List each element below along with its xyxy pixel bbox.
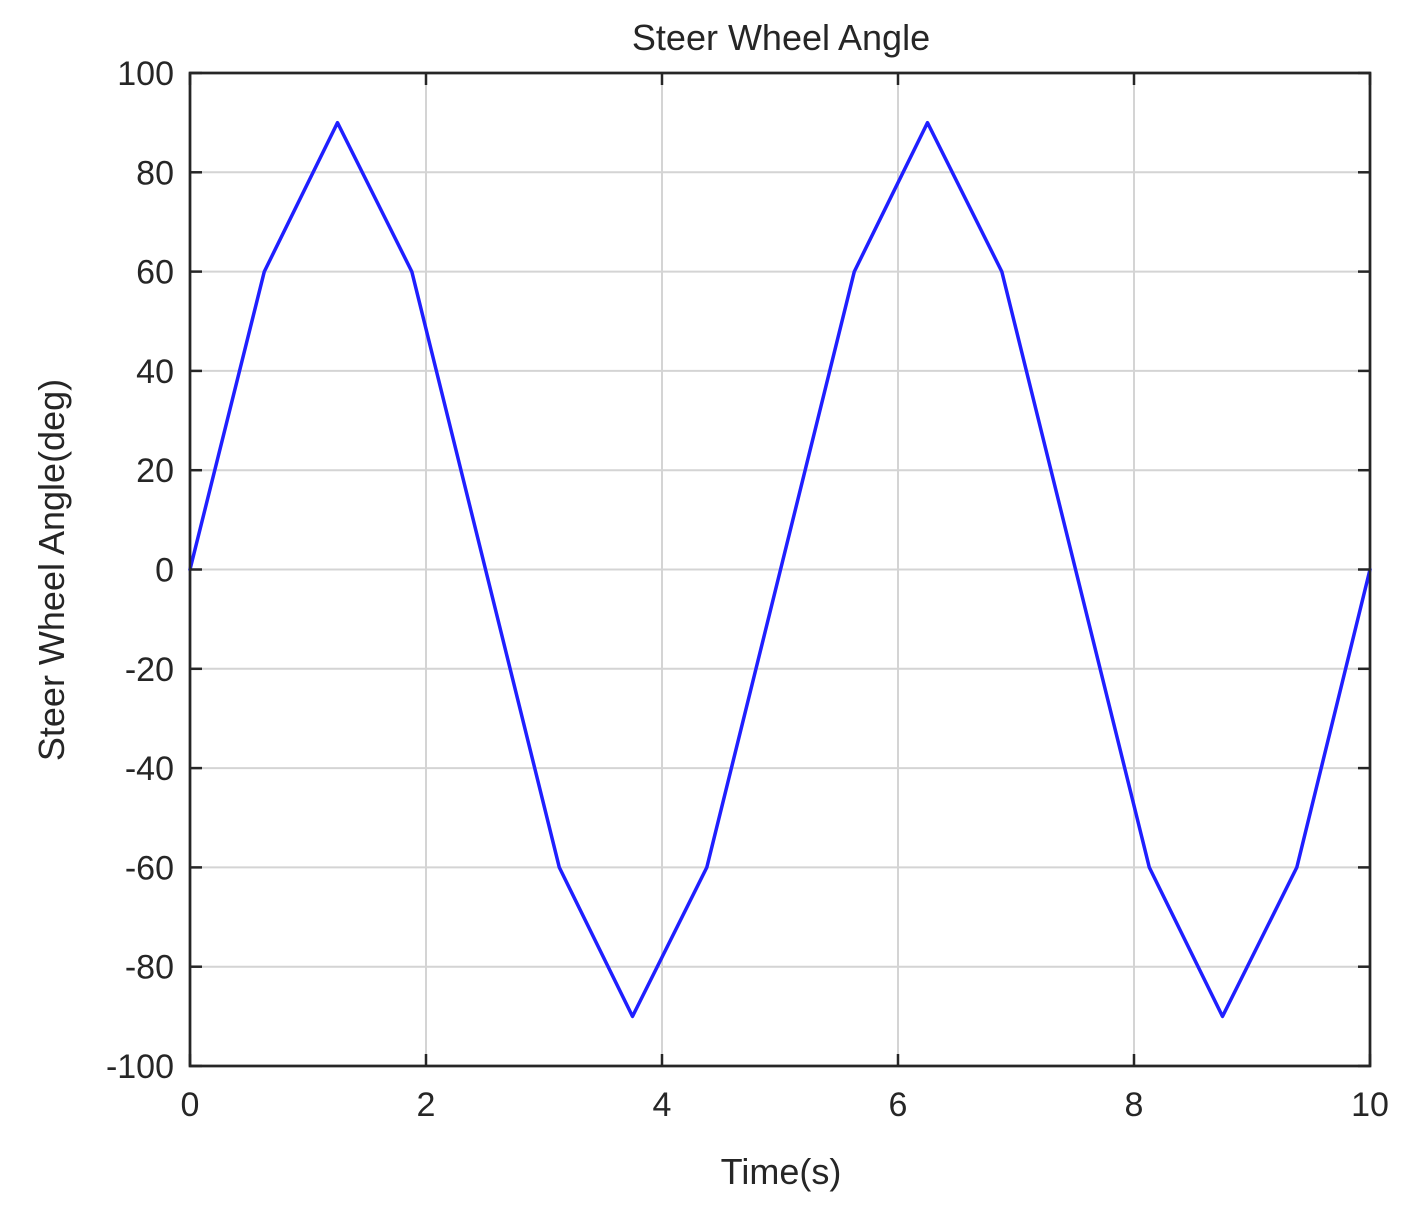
y-tick-label: -20 — [125, 651, 174, 689]
x-tick-label: 0 — [181, 1086, 200, 1124]
y-tick-label: -80 — [125, 949, 174, 987]
series-line — [188, 120, 1372, 1019]
y-tick-label: 60 — [136, 254, 174, 292]
x-tick-label: 4 — [653, 1086, 672, 1124]
chart-title: Steer Wheel Angle — [632, 17, 930, 58]
x-tick-label: 6 — [889, 1086, 908, 1124]
series-layer — [188, 120, 1372, 1019]
x-tick-label: 8 — [1125, 1086, 1144, 1124]
x-tick-label: 2 — [417, 1086, 436, 1124]
y-tick-label: -40 — [125, 750, 174, 788]
y-tick-label: 80 — [136, 154, 174, 192]
y-tick-label: 20 — [136, 452, 174, 490]
y-axis-tick-labels: 100 80 60 40 20 0 -20 -40 -60 -80 -100 — [106, 55, 174, 1086]
x-tick-label: 10 — [1351, 1086, 1389, 1124]
y-tick-label: -100 — [106, 1048, 174, 1086]
y-tick-label: -60 — [125, 849, 174, 887]
y-tick-label: 100 — [117, 55, 174, 93]
x-axis-tick-labels: 0 2 4 6 8 10 — [181, 1086, 1389, 1124]
x-axis-label: Time(s) — [721, 1151, 842, 1192]
axis-ticks — [188, 71, 1372, 1068]
y-tick-label: 40 — [136, 353, 174, 391]
y-tick-label: 0 — [155, 552, 174, 590]
y-axis-label: Steer Wheel Angle(deg) — [31, 379, 72, 761]
